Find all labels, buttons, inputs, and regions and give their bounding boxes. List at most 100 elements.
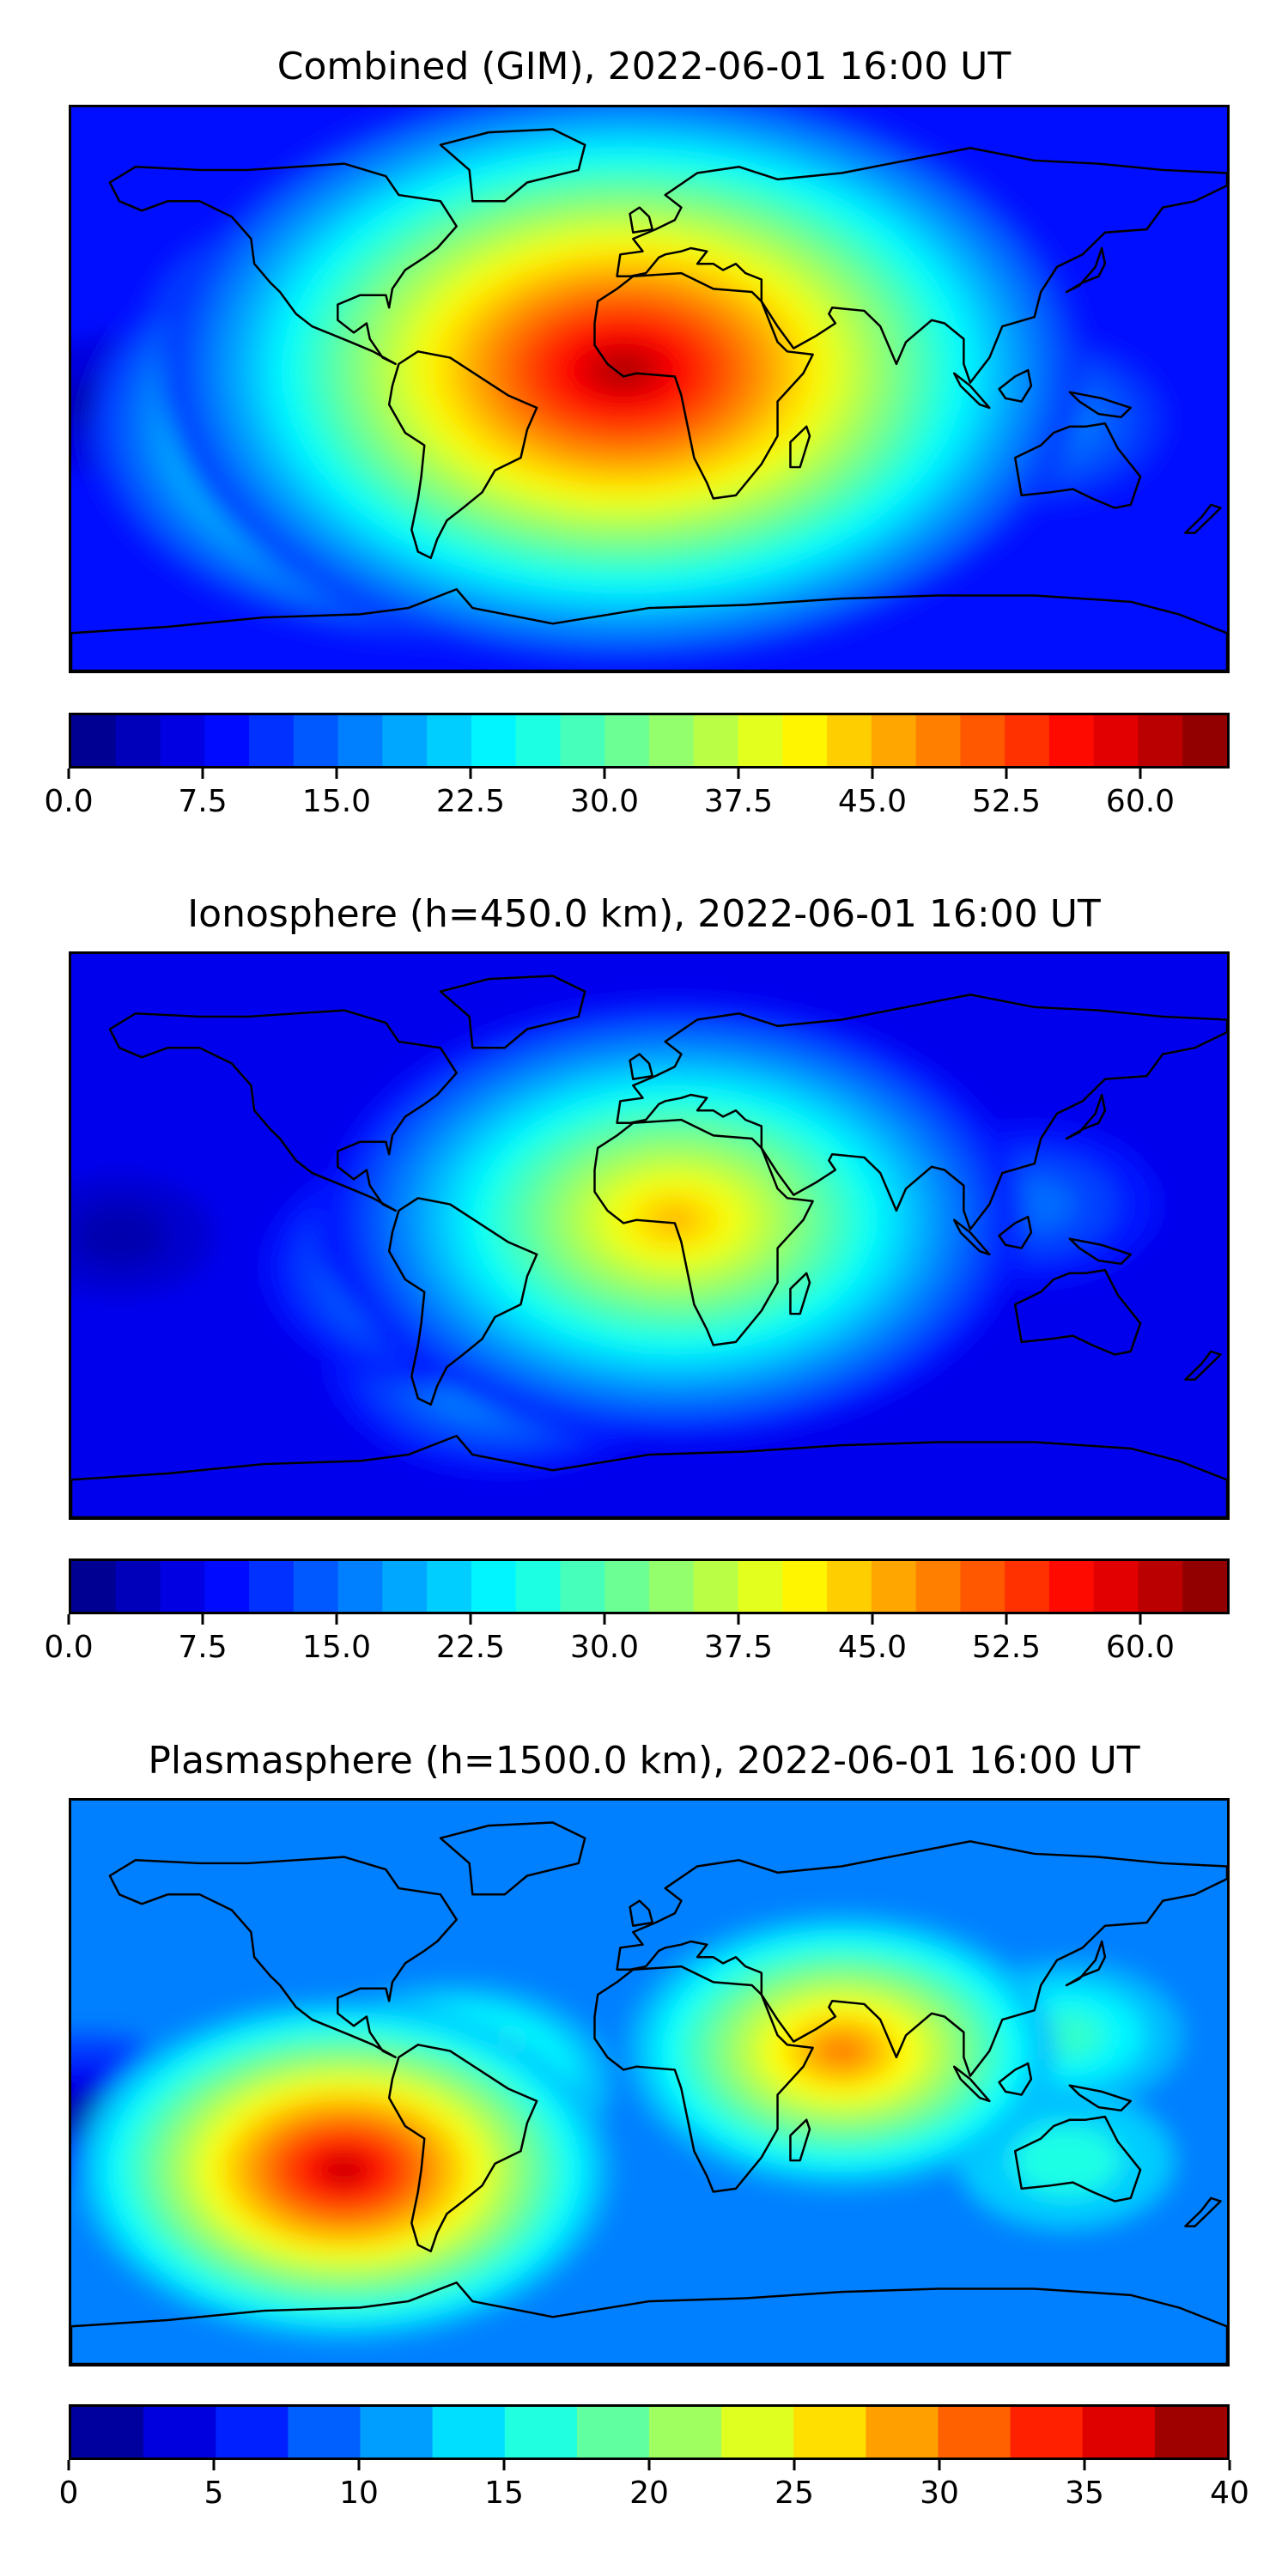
colorbar-swatch-10 <box>515 715 562 766</box>
colorbar-tick-label: 45.0 <box>837 784 908 819</box>
panel-1-map <box>69 105 1230 673</box>
coastline-madagascar <box>789 1272 811 1315</box>
colorbar-tick <box>647 2460 651 2470</box>
map-field <box>71 998 1159 1473</box>
coastline-north-america <box>108 1856 458 2059</box>
colorbar-tick-label: 52.5 <box>971 784 1042 819</box>
colorbar-swatch-24 <box>1138 715 1183 766</box>
colorbar-tick <box>212 2460 216 2470</box>
coastlines <box>71 1821 1227 2364</box>
panel-2-colorbar <box>69 1558 1230 1614</box>
colorbar-swatch-2 <box>160 715 205 766</box>
colorbar-tick <box>871 769 874 779</box>
colorbar-swatch-14 <box>1082 2407 1156 2458</box>
colorbar-tick-label: 45.0 <box>837 1630 908 1665</box>
colorbar-tick <box>737 1614 740 1625</box>
colorbar-tick-label: 15 <box>484 2476 524 2511</box>
colorbar-swatch-13 <box>1010 2407 1084 2458</box>
colorbar-swatch-17 <box>827 715 872 766</box>
colorbar-swatch-10 <box>793 2407 866 2458</box>
colorbar-tick-label: 30 <box>920 2476 959 2511</box>
colorbar-swatch-18 <box>871 1561 917 1612</box>
colorbar-swatch-2 <box>160 1561 205 1612</box>
colorbar-swatch-20 <box>960 1561 1005 1612</box>
colorbar-swatch-6 <box>337 715 383 766</box>
map-field <box>71 1915 1183 2340</box>
colorbar-tick-label: 25 <box>775 2476 814 2511</box>
colorbar-tick <box>737 769 740 779</box>
coastline-africa <box>593 1965 814 2193</box>
coastline-africa <box>593 271 814 500</box>
coastline-japan <box>1065 246 1107 294</box>
colorbar-swatch-7 <box>382 715 428 766</box>
colorbar-tick-label: 5 <box>204 2476 224 2511</box>
coastline-new-guinea <box>1068 1237 1133 1266</box>
colorbar-swatch-8 <box>427 1561 472 1612</box>
colorbar-tick <box>793 2460 796 2470</box>
coastlines <box>71 975 1227 1517</box>
colorbar-tick <box>67 2460 70 2470</box>
coastline-eurasia <box>616 1840 1227 2077</box>
colorbar-swatch-1 <box>115 715 161 766</box>
colorbar-swatch-13 <box>649 715 695 766</box>
colorbar-swatch-5 <box>293 715 339 766</box>
colorbar-swatch-4 <box>249 715 295 766</box>
colorbar-swatch-3 <box>204 715 250 766</box>
colorbar-swatch-12 <box>938 2407 1012 2458</box>
colorbar-tick-label: 30.0 <box>569 1630 640 1665</box>
colorbar-swatch-18 <box>871 715 917 766</box>
coastline-sumatra <box>952 2065 991 2103</box>
coastline-australia <box>1013 422 1142 509</box>
colorbar-swatch-23 <box>1093 715 1139 766</box>
colorbar-swatch-25 <box>1182 1561 1227 1612</box>
colorbar-swatch-20 <box>960 715 1005 766</box>
colorbar-swatch-11 <box>560 715 605 766</box>
colorbar-swatch-2 <box>216 2407 289 2458</box>
coastline-greenland <box>439 128 586 203</box>
colorbar-tick <box>502 2460 506 2470</box>
colorbar-tick <box>1139 1614 1142 1625</box>
colorbar-swatch-21 <box>1005 715 1050 766</box>
coastline-greenland <box>439 1821 586 1896</box>
colorbar-swatch-22 <box>1048 715 1095 766</box>
colorbar-tick <box>469 1614 472 1625</box>
colorbar-tick <box>871 1614 874 1625</box>
panel-1-colorbar-ticks: 0.0 7.5 15.0 22.5 30.0 37.5 45.0 52.5 60.0 <box>44 769 1230 820</box>
colorbar-tick-label: 30.0 <box>569 784 640 819</box>
colorbar-swatch-4 <box>360 2407 434 2458</box>
colorbar-swatch-24 <box>1138 1561 1183 1612</box>
colorbar-tick-label: 22.5 <box>435 784 506 819</box>
colorbar-tick <box>938 2460 941 2470</box>
colorbar-tick-label: 40 <box>1210 2476 1249 2511</box>
coastline-madagascar <box>789 2118 811 2162</box>
coastline-new-zealand <box>1184 2196 1222 2227</box>
coastline-australia <box>1013 1268 1142 1356</box>
colorbar-swatch-8 <box>649 2407 722 2458</box>
coastline-japan <box>1065 1940 1107 1987</box>
colorbar-swatch-25 <box>1182 715 1227 766</box>
colorbar-swatch-7 <box>382 1561 428 1612</box>
colorbar-tick-label: 60.0 <box>1105 1630 1176 1665</box>
colorbar-swatch-16 <box>782 1561 828 1612</box>
coastline-uk <box>629 206 654 234</box>
colorbar-swatch-1 <box>143 2407 216 2458</box>
colorbar-tick <box>1083 2460 1086 2470</box>
colorbar-swatch-3 <box>204 1561 250 1612</box>
coastline-new-zealand <box>1184 503 1222 534</box>
colorbar-tick-label: 7.5 <box>178 1630 228 1665</box>
coastline-antarctica <box>71 2281 1227 2364</box>
coastline-south-america <box>387 350 538 560</box>
colorbar-swatch-12 <box>605 1561 650 1612</box>
colorbar-swatch-14 <box>693 715 739 766</box>
colorbar-swatch-7 <box>576 2407 650 2458</box>
colorbar-swatch-5 <box>432 2407 506 2458</box>
colorbar-swatch-1 <box>115 1561 161 1612</box>
coastline-sumatra <box>952 372 991 410</box>
coastline-south-america <box>387 1197 538 1406</box>
colorbar-swatch-14 <box>693 1561 739 1612</box>
colorbar-tick <box>1005 769 1008 779</box>
colorbar-tick <box>201 769 204 779</box>
colorbar-swatch-21 <box>1005 1561 1050 1612</box>
colorbar-swatch-0 <box>71 715 117 766</box>
coastline-uk <box>629 1053 654 1081</box>
